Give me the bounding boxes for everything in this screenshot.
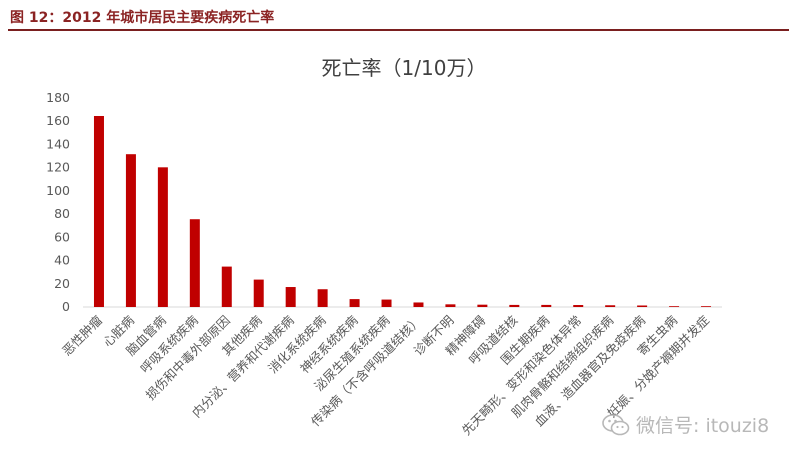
bar bbox=[125, 154, 136, 307]
x-tick-label: 恶性肿瘤 bbox=[59, 312, 105, 358]
watermark-text: 微信号: itouzi8 bbox=[636, 415, 770, 437]
bar bbox=[669, 306, 680, 307]
y-tick-label: 20 bbox=[54, 276, 70, 291]
bar bbox=[509, 304, 520, 307]
bar bbox=[189, 219, 200, 307]
y-tick-label: 160 bbox=[46, 113, 70, 128]
wechat-icon bbox=[602, 413, 630, 435]
figure-caption: 图 12：2012 年城市居民主要疾病死亡率 bbox=[10, 10, 275, 26]
bar bbox=[605, 305, 616, 307]
y-tick-label: 100 bbox=[46, 183, 70, 198]
axes: 0 20 40 60 80 100 120 140 160 180 bbox=[46, 90, 722, 314]
bar bbox=[221, 266, 232, 307]
bars bbox=[93, 115, 712, 307]
bar bbox=[541, 304, 552, 307]
bar bbox=[93, 115, 104, 307]
bar bbox=[413, 302, 424, 307]
bar bbox=[477, 304, 488, 307]
y-tick-label: 140 bbox=[46, 136, 70, 151]
bar bbox=[573, 305, 584, 307]
bar bbox=[381, 299, 392, 307]
y-tick-label: 60 bbox=[54, 229, 70, 244]
y-tick-label: 0 bbox=[62, 299, 70, 314]
bar bbox=[157, 167, 168, 307]
bar bbox=[317, 289, 328, 307]
chart-title: 死亡率（1/10万） bbox=[322, 56, 487, 80]
watermark: 微信号: itouzi8 bbox=[602, 411, 769, 438]
y-tick-label: 120 bbox=[46, 160, 70, 175]
bar bbox=[349, 299, 360, 307]
bar bbox=[285, 287, 296, 307]
y-tick-label: 80 bbox=[54, 206, 70, 221]
bar bbox=[445, 304, 456, 307]
y-tick-label: 180 bbox=[46, 90, 70, 105]
bar bbox=[701, 306, 712, 307]
figure-header: 图 12：2012 年城市居民主要疾病死亡率 bbox=[8, 5, 789, 31]
bar bbox=[253, 279, 264, 307]
bar bbox=[637, 305, 648, 307]
y-tick-label: 40 bbox=[54, 253, 70, 268]
